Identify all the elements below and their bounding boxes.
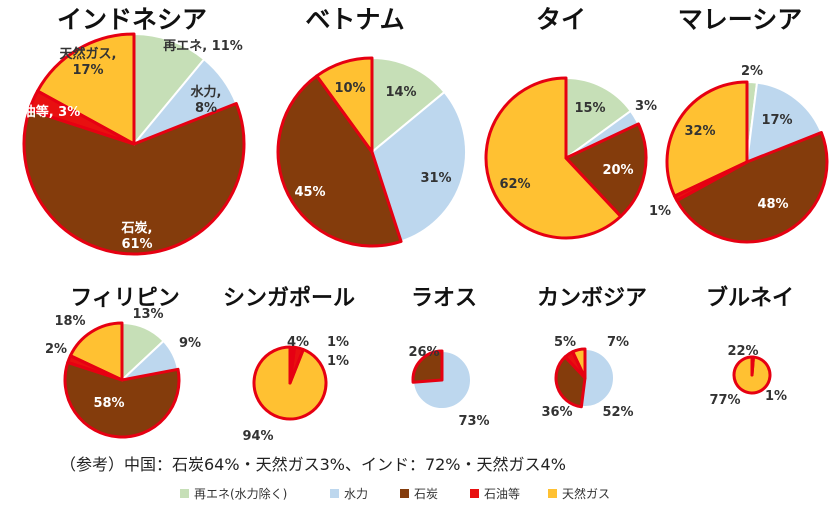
slice-label-other: 22% [727,344,758,359]
slice-label-coal: 26% [408,345,439,360]
pie-slice-hydro [580,347,615,408]
slice-label-coal: 36% [541,405,572,420]
highlight-outline-coal [564,122,648,218]
pie-slice-hydro [370,90,467,243]
slice-label-hydro: 9% [179,336,201,351]
pie-chart: カンボジア 52% 36% 5% 7% [537,286,647,420]
legend-swatch-gas [548,489,557,498]
pie-chart: マレーシア 2% 17% 48% 1% 32% [649,5,829,244]
chart-title: タイ [536,5,586,34]
highlight-outline-gas [484,76,623,240]
slice-label-oil: 1% [649,204,671,219]
highlight-outline-coal [276,74,403,248]
slice-label-renewable: 2% [741,64,763,79]
highlight-outline-coal [63,360,181,439]
slice-label-hydro: 17% [761,113,792,128]
slice-label-hydro: 水力, 8% [191,84,222,116]
chart-title: シンガポール [223,285,355,311]
slice-label-hydro: 3% [635,99,657,114]
chart-title: インドネシア [57,5,207,34]
legend-swatch-hydro [330,489,339,498]
legend-label-gas: 天然ガス [562,486,610,501]
highlight-outline-gas [571,347,587,380]
pie-chart: タイ 15% 3% 20% 62% [484,5,657,240]
highlight-outline-gas [252,345,328,421]
slice-label-oil: 1% [765,389,787,404]
highlight-outline-coal [675,131,829,244]
slice-label-coal: 石炭, 61% [121,220,153,252]
pie-chart: ブルネイ 1% 77% 22% [706,285,794,408]
legend-label-coal: 石炭 [414,487,438,501]
highlight-outline-gas [732,355,772,395]
slice-label-renewable: 1% [327,335,349,350]
pie-slice-hydro [745,81,823,164]
highlight-outline-gas [315,56,374,154]
slice-label-gas: 7% [607,335,629,350]
slice-label-coal: 45% [294,185,325,200]
pie-slice-renewable [371,56,446,155]
highlight-outline-gas [36,32,136,146]
highlight-outline-coal [554,355,587,409]
highlight-outline-coal [22,102,246,256]
legend-label-hydro: 水力 [344,487,368,501]
slice-label-gas: 32% [684,124,715,139]
highlight-outline-gas [665,80,749,198]
slice-label-oil: 石油等, 3% [9,104,81,120]
slice-label-gas: 天然ガス, 17% [60,46,117,78]
chart-title: ブルネイ [706,285,794,311]
reference-note: （参考）中国：石炭64%・天然ガス3%、インド：72%・天然ガス4% [60,455,566,474]
slice-label-hydro: 31% [420,171,451,186]
slice-label-hydro: 52% [602,405,633,420]
legend-label-oil: 石油等 [484,487,520,501]
chart-title: カンボジア [537,286,647,311]
slice-label-coal: 48% [757,197,788,212]
slice-label-coal: 20% [602,163,633,178]
slice-label-oil: 2% [45,342,67,357]
slice-label-gas: 94% [242,429,273,444]
legend-label-renewable: 再エネ(水力除く) [194,486,287,501]
slice-label-renewable: 15% [574,101,605,116]
highlight-outline-coal [411,349,444,384]
slice-label-coal: 58% [93,396,124,411]
legend-swatch-coal [400,489,409,498]
slice-label-gas: 10% [334,81,365,96]
slice-label-gas: 62% [499,177,530,192]
slice-label-gas: 18% [54,314,85,329]
slice-label-hydro: 73% [458,414,489,429]
chart-title: ラオス [411,286,477,311]
slice-label-renewable: 再エネ, 11% [163,39,243,54]
slice-label-oil: 4% [287,335,309,350]
chart-title: マレーシア [678,5,803,34]
pie-chart: ベトナム 14% 31% 45% 10% [276,5,467,248]
legend-swatch-renewable [180,489,189,498]
legend-swatch-oil [470,489,479,498]
slice-label-oil: 5% [554,335,576,350]
pie-slice-renewable [565,76,633,160]
pie-chart: シンガポール 1% 1% 4% 94% [223,285,355,444]
slice-label-gas: 77% [709,393,740,408]
legend: 再エネ(水力除く) 水力 石炭 石油等 天然ガス [180,486,610,501]
chart-title: ベトナム [305,5,404,34]
slice-label-renewable: 14% [385,85,416,100]
pie-chart: ラオス 73% 26% [408,286,489,429]
slice-label-coal: 1% [327,354,349,369]
highlight-outline-gas [68,321,124,382]
chart-title: フィリピン [70,286,180,311]
slice-label-renewable: 13% [132,307,163,322]
